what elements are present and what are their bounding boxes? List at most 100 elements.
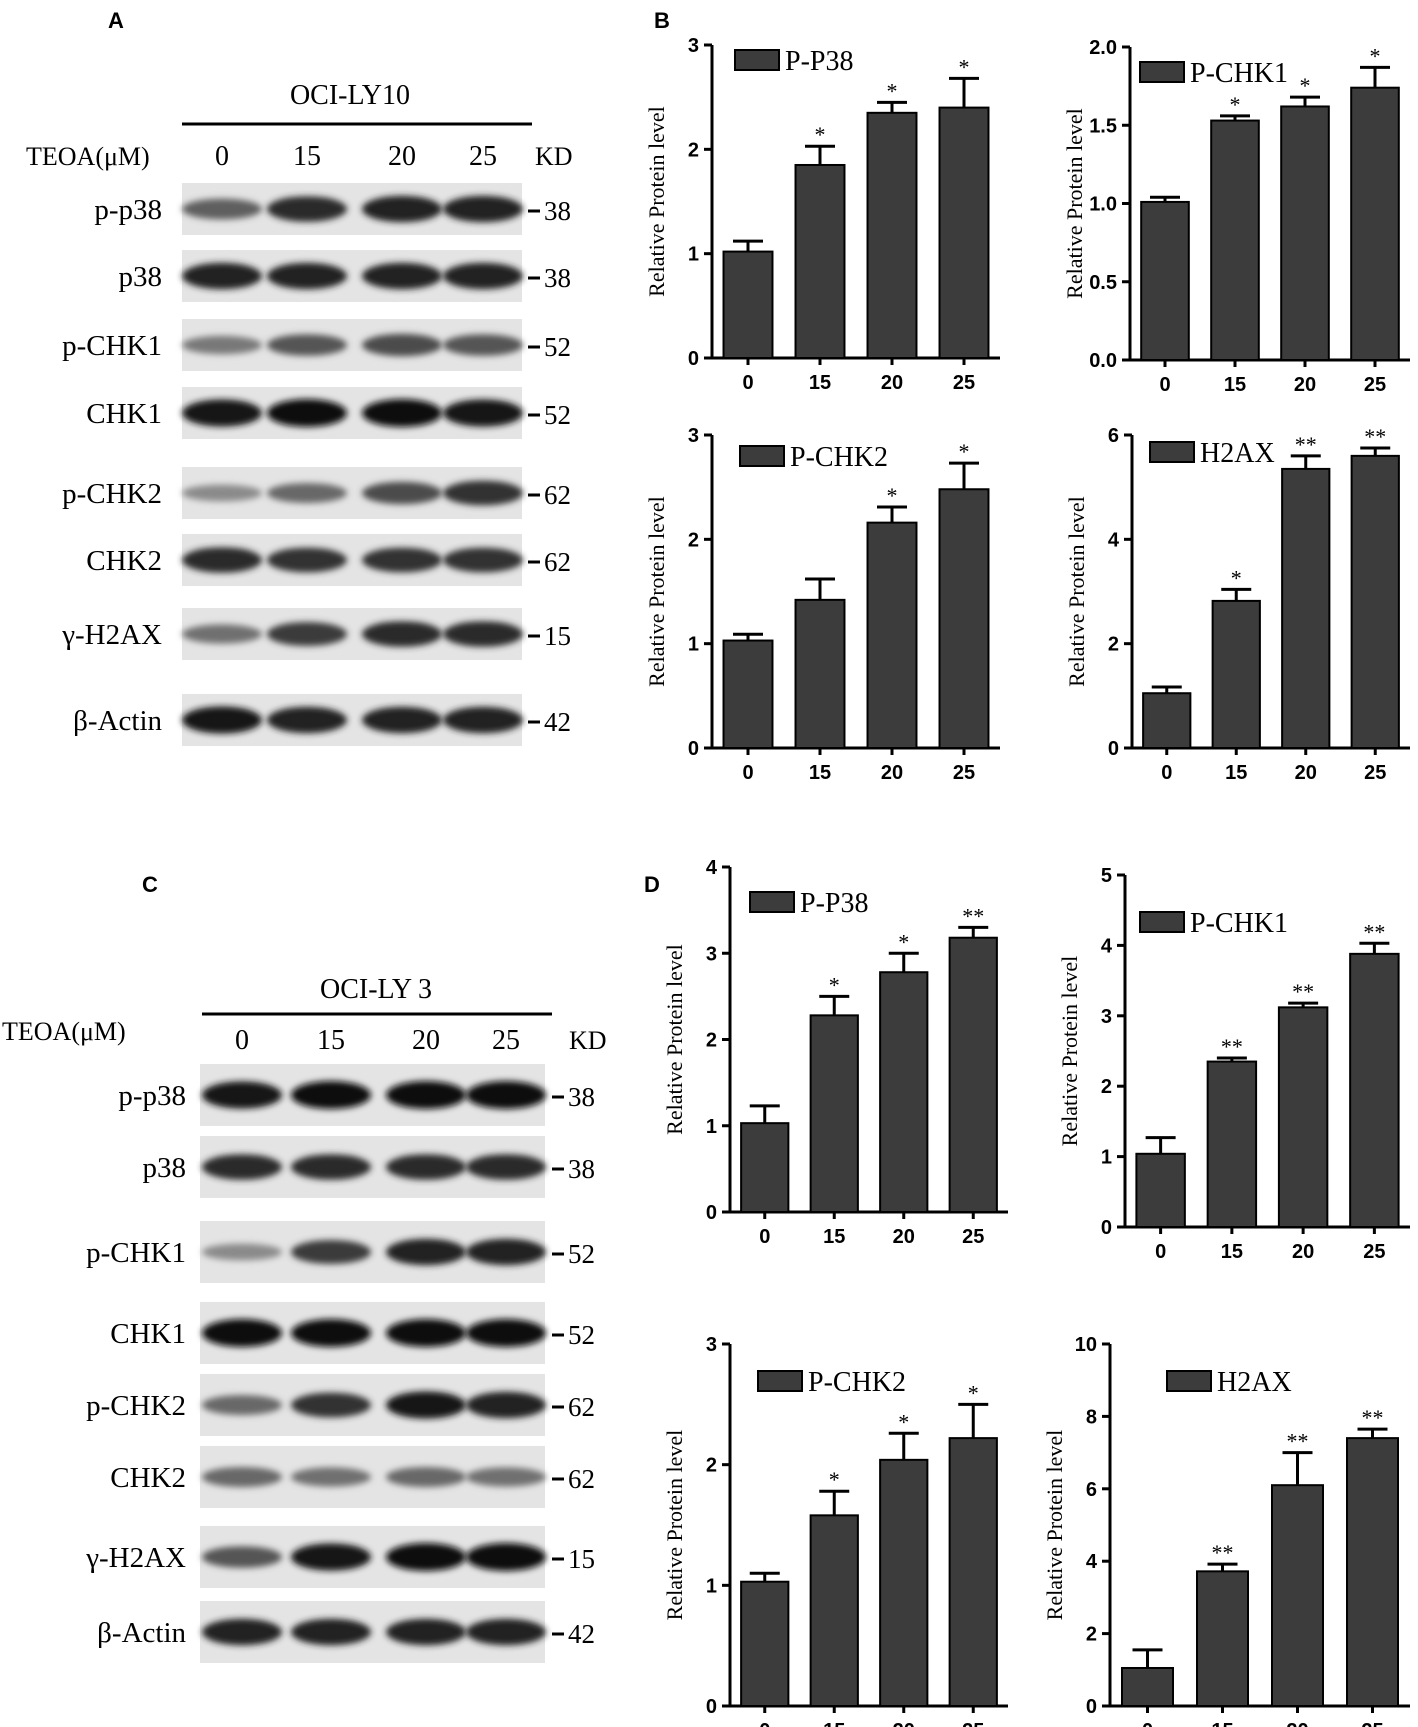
significance-marker: ** bbox=[1292, 979, 1314, 1004]
y-tick-label: 1 bbox=[706, 1575, 717, 1597]
kd-value: 52 bbox=[568, 1320, 595, 1350]
panel-letter-c: C bbox=[142, 872, 158, 897]
x-tick-label: 15 bbox=[809, 372, 831, 394]
blot-row: CHK2 62 bbox=[86, 534, 571, 586]
legend-label: P-P38 bbox=[785, 46, 853, 77]
legend-label: P-CHK1 bbox=[1190, 908, 1288, 939]
blot-row: p-CHK2 62 bbox=[62, 467, 571, 519]
legend-swatch bbox=[1149, 441, 1195, 463]
lane-label: 20 bbox=[412, 1025, 440, 1056]
y-tick-label: 0 bbox=[1101, 1217, 1112, 1239]
y-tick-label: 1.5 bbox=[1089, 115, 1117, 137]
y-tick-label: 2.0 bbox=[1089, 37, 1117, 59]
blot-band bbox=[362, 262, 442, 290]
blot-band bbox=[267, 399, 347, 427]
blot-row-label: β-Actin bbox=[73, 705, 162, 737]
bar bbox=[1281, 467, 1331, 749]
bar bbox=[1350, 454, 1400, 749]
blot-band bbox=[182, 262, 262, 290]
blot-band bbox=[267, 196, 347, 222]
legend-swatch bbox=[734, 49, 780, 71]
blot-band bbox=[443, 547, 523, 573]
x-tick-label: 25 bbox=[1361, 1720, 1383, 1727]
blot-row-label: p-p38 bbox=[118, 1080, 186, 1112]
bar-chart: 0 2 4 6 8 10 Relative Protein level 0 ** 15 ** 20 **… bbox=[1042, 1334, 1410, 1727]
legend-label: P-CHK2 bbox=[790, 442, 888, 473]
bar bbox=[1135, 1152, 1186, 1229]
x-tick-label: 0 bbox=[759, 1720, 770, 1727]
blot-band bbox=[466, 1618, 546, 1646]
kd-label: KD bbox=[535, 142, 573, 171]
y-tick-label: 0 bbox=[706, 1202, 717, 1224]
y-tick-label: 0 bbox=[706, 1696, 717, 1718]
bar bbox=[866, 111, 918, 359]
bar bbox=[722, 250, 774, 359]
panel-letter-d: D bbox=[644, 872, 660, 897]
bar bbox=[1346, 1437, 1399, 1707]
blot-band bbox=[362, 481, 442, 505]
panel-letter-b: B bbox=[654, 8, 670, 33]
y-tick-label: 0 bbox=[688, 738, 699, 760]
kd-value: 38 bbox=[568, 1154, 595, 1184]
bar bbox=[1140, 200, 1190, 361]
blot-band bbox=[466, 1154, 546, 1180]
y-tick-label: 4 bbox=[1086, 1551, 1098, 1573]
y-tick-label: 2 bbox=[688, 139, 699, 161]
bar bbox=[879, 1458, 929, 1707]
x-tick-label: 20 bbox=[1292, 1241, 1314, 1263]
y-tick-label: 4 bbox=[706, 857, 718, 879]
y-tick-label: 2 bbox=[1101, 1076, 1112, 1098]
x-tick-label: 25 bbox=[953, 372, 975, 394]
y-tick-label: 3 bbox=[706, 1334, 717, 1356]
lane-label: 15 bbox=[317, 1025, 345, 1056]
significance-marker: * bbox=[959, 439, 970, 464]
lane-label: 20 bbox=[388, 141, 416, 172]
blot-band bbox=[362, 547, 442, 573]
blot-band bbox=[362, 399, 442, 427]
x-tick-label: 0 bbox=[1155, 1241, 1166, 1263]
blot-band bbox=[386, 1618, 466, 1646]
x-tick-label: 25 bbox=[1364, 762, 1386, 784]
blot-row-label: p38 bbox=[119, 261, 163, 293]
blot-row: γ-H2AX 15 bbox=[61, 608, 571, 660]
bar bbox=[794, 598, 846, 750]
significance-marker: ** bbox=[962, 903, 984, 928]
blot-row: p-CHK1 52 bbox=[62, 319, 571, 371]
bar bbox=[1206, 1060, 1258, 1229]
legend-label: P-CHK1 bbox=[1190, 58, 1288, 89]
bar-chart: 0 1 2 3 Relative Protein level 0 15 * 20 * 25 P-CHK… bbox=[644, 425, 1000, 784]
y-tick-label: 3 bbox=[688, 35, 699, 57]
bar-chart: 0 1 2 3 4 Relative Protein level 0 * 15 * 20 ** 25 P-… bbox=[662, 857, 1008, 1248]
y-tick-label: 6 bbox=[1108, 425, 1119, 447]
legend-swatch bbox=[1139, 911, 1185, 933]
significance-marker: * bbox=[815, 122, 826, 147]
blot-band bbox=[443, 480, 523, 506]
blot-band bbox=[202, 1243, 282, 1261]
x-tick-label: 0 bbox=[759, 1226, 770, 1248]
y-tick-label: 2 bbox=[1086, 1624, 1097, 1646]
legend-swatch bbox=[749, 891, 795, 913]
x-tick-label: 25 bbox=[962, 1720, 984, 1727]
bar bbox=[938, 106, 990, 359]
blot-band bbox=[386, 1238, 466, 1266]
western-blot-a: OCI-LY10 TEOA(μM) 0 15 20 25 KD p-p38 38p… bbox=[26, 80, 573, 746]
blot-band bbox=[386, 1467, 466, 1487]
kd-value: 38 bbox=[568, 1082, 595, 1112]
significance-marker: ** bbox=[1363, 919, 1385, 944]
significance-marker: ** bbox=[1287, 1429, 1309, 1454]
significance-marker: * bbox=[1230, 92, 1241, 117]
y-axis-label: Relative Protein level bbox=[1062, 108, 1087, 299]
kd-value: 38 bbox=[544, 263, 571, 293]
cell-line-label: OCI-LY 3 bbox=[320, 974, 432, 1005]
significance-marker: ** bbox=[1364, 424, 1386, 449]
blot-band bbox=[291, 1240, 371, 1264]
blot-band bbox=[362, 706, 442, 734]
significance-marker: * bbox=[829, 972, 840, 997]
blot-row: p38 38 bbox=[143, 1136, 595, 1198]
blot-band bbox=[182, 335, 262, 355]
blot-row-label: CHK2 bbox=[110, 1462, 186, 1494]
significance-marker: * bbox=[1300, 73, 1311, 98]
x-tick-label: 20 bbox=[1294, 374, 1316, 396]
blot-row-label: CHK2 bbox=[86, 545, 162, 577]
